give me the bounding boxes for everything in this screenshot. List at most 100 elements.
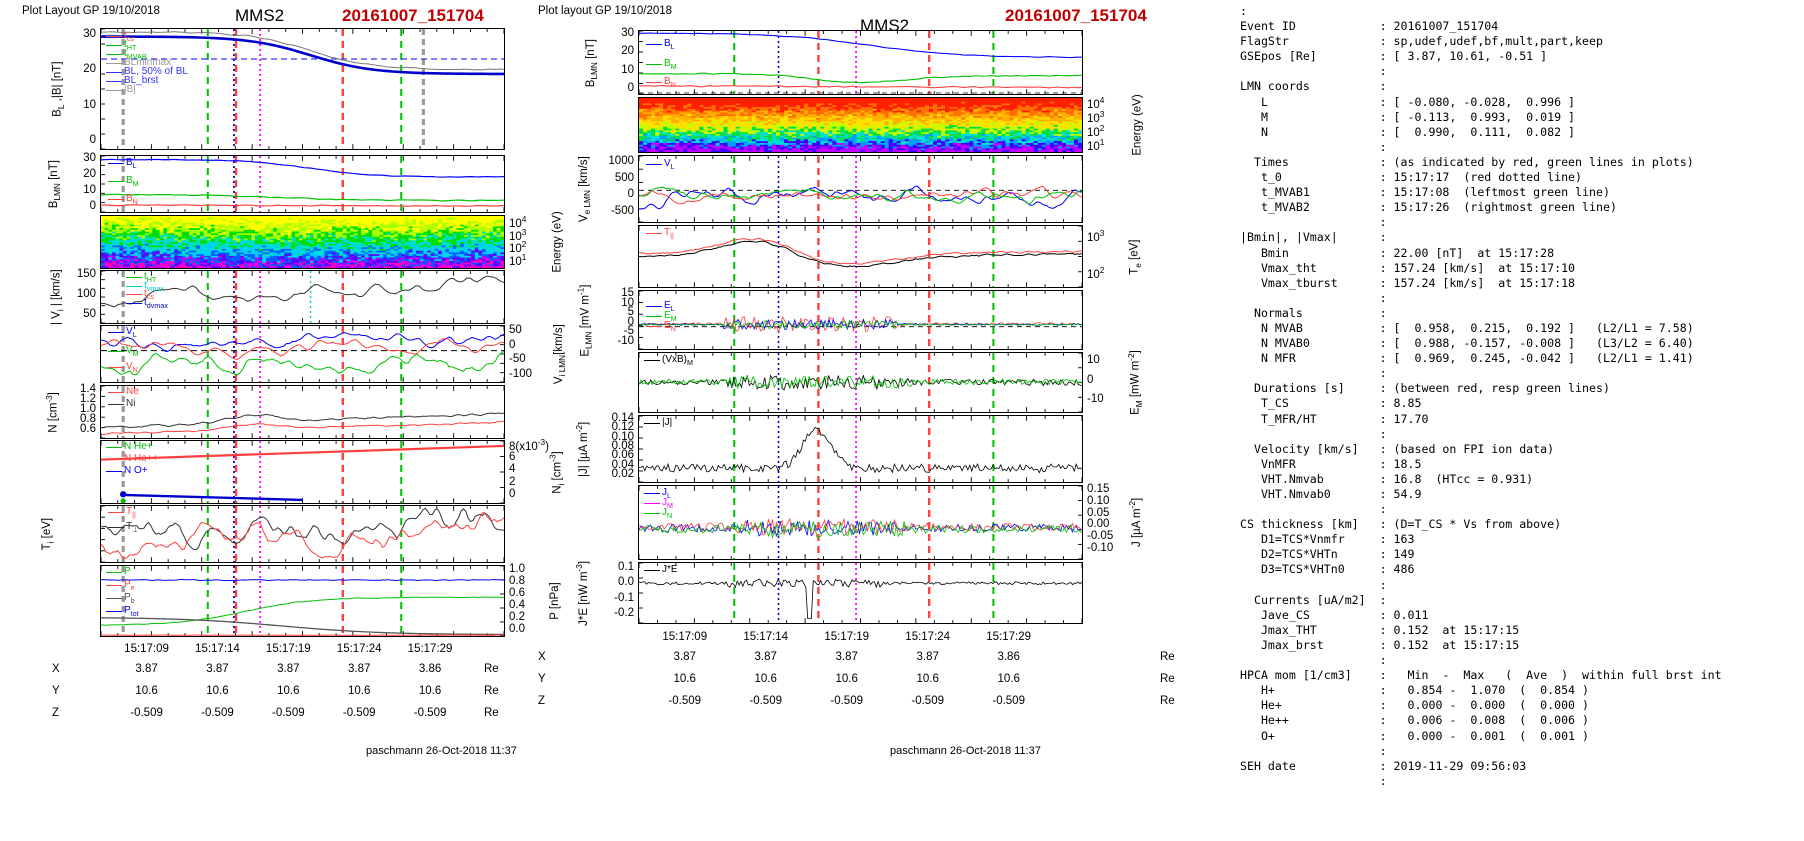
left-leg-blmn-bn: BN: [126, 193, 138, 206]
right-leg-bl-swatch: [646, 44, 662, 45]
left-leg-blmn-bl: BL: [126, 157, 137, 170]
right-coord-unit: Re: [1160, 673, 1175, 685]
right-coord-cell: 3.87: [673, 651, 696, 663]
left-xtick-4: 15:17:29: [407, 643, 453, 655]
left-ytick-vi-0: 150: [76, 268, 96, 280]
left-ytick-vi-1: 100: [76, 288, 96, 300]
right-ytick-elmn-4: -5: [623, 325, 634, 338]
right-coord-cell: -0.509: [749, 695, 782, 707]
left-coord-cell: -0.509: [342, 707, 376, 719]
right-leg-en-swatch: [646, 326, 662, 327]
right-ytick-blmn-2: 10: [621, 63, 634, 76]
left-plot-column: Plot Layout GP 19/10/2018 MMS2 20161007_…: [0, 0, 567, 841]
right-leg-bn-swatch: [646, 82, 662, 83]
left-legend-3-swatch: [106, 63, 122, 64]
right-ytick-elmn-5: -10: [617, 335, 634, 347]
left-ytick-bl-3: 0: [89, 134, 96, 146]
right-panel-electron-spectrogram: [638, 97, 1083, 153]
left-legend-6-swatch: [106, 90, 122, 91]
right-leg-em-swatch: [646, 316, 662, 317]
left-leg-p-3: Ptot: [124, 605, 139, 618]
right-ylabel-em: EM [mW m-2]: [1126, 350, 1144, 415]
report-line: N MFR : [ 0.969, 0.245, -0.042 ] (L2/L1 …: [1240, 351, 1694, 366]
right-ytick-energy-2: 102: [1087, 124, 1105, 139]
left-coord-cell: -0.509: [413, 707, 447, 719]
right-leg-jmag-swatch: [644, 423, 660, 424]
right-coord-unit: Re: [1160, 695, 1175, 707]
left-ytick-vi-2: 50: [83, 308, 96, 320]
left-ytick-n-2: 1.0: [80, 403, 96, 415]
left-ytick-vilmn-3: -100: [509, 368, 533, 380]
left-leg-blmn-bn-swatch: [108, 199, 124, 200]
left-ytick-ni-heavy-4: 0: [509, 488, 516, 500]
report-line: VHT.Nmvab0 : 54.9: [1240, 487, 1422, 501]
left-ytick-blmn-2: 10: [83, 184, 96, 196]
report-line: SEH date : 2019-11-29 09:56:03: [1240, 758, 1527, 773]
left-leg-vi-2-swatch: [126, 294, 142, 295]
left-leg-heavy-2: N O+: [124, 465, 148, 476]
right-coord-cell: 10.6: [997, 673, 1020, 685]
right-leg-jl-swatch: [644, 493, 660, 494]
right-leg-te-swatch: [646, 233, 662, 234]
right-ytick-jmag-3: 0.08: [611, 440, 634, 452]
left-panel-ti: [100, 505, 505, 563]
report-line: M : [ -0.113, 0.993, 0.019 ]: [1240, 109, 1576, 124]
right-leg-jn: JN: [662, 507, 673, 520]
left-leg-tperp-swatch: [108, 527, 124, 528]
right-leg-je: J*E: [662, 564, 678, 575]
report-line: Normals :: [1240, 305, 1387, 320]
left-xtick-2: 15:17:19: [265, 643, 311, 655]
left-coord-cell: 10.6: [347, 685, 371, 697]
right-coordinate-table: X 3.87 3.87 3.87 3.87 3.86 Re Y 10.6 10.6 10.6 10.6…: [530, 651, 1240, 721]
left-coord-cell: -0.509: [272, 707, 305, 719]
right-ytick-em-1: 0: [1087, 373, 1094, 386]
report-line: Currents [uA/m2] :: [1240, 592, 1387, 607]
report-line: Jmax_THT : 0.152 at 15:17:15: [1240, 622, 1520, 637]
right-coord-cell: 3.87: [754, 651, 777, 663]
left-ytick-blmn-1: 20: [83, 168, 96, 180]
right-coord-row-label: Z: [538, 695, 546, 707]
right-ytick-te-1: 102: [1087, 266, 1105, 281]
right-ytick-jlmn-5: -0.10: [1087, 542, 1114, 554]
left-leg-vn-swatch: [108, 367, 124, 368]
report-line: N MVAB0 : [ 0.988, -0.157, -0.008 ] (L3/…: [1240, 336, 1694, 351]
right-coord-cell: 10.6: [754, 673, 777, 685]
left-event-id: 20161007_151704: [342, 6, 484, 25]
report-line: Jave_CS : 0.011: [1240, 607, 1429, 622]
right-ytick-jlmn-0: 0.15: [1087, 483, 1110, 495]
right-leg-el: EL: [664, 300, 675, 313]
left-leg-p-0-swatch: [106, 572, 122, 573]
left-coord-cell: 3.87: [277, 663, 300, 675]
left-leg-ni: Ni: [126, 398, 136, 409]
left-ytick-ni-heavy-3: 2: [509, 475, 516, 488]
report-line: He++ : 0.006 - 0.008 ( 0.006 ): [1240, 713, 1590, 728]
left-ylabel-ti: Ti [eV]: [40, 517, 55, 551]
left-leg-vm: VM: [126, 345, 139, 358]
report-line: :: [1240, 653, 1387, 668]
right-leg-vel-swatch: [646, 164, 662, 165]
report-line: D1=TCS*Vnmfr : 163: [1240, 532, 1415, 547]
right-event-id: 20161007_151704: [1005, 6, 1147, 25]
right-coord-row-label: X: [538, 651, 546, 663]
report-line: :: [1240, 773, 1387, 788]
right-coord-cell: 3.87: [916, 651, 939, 663]
right-coord-unit: Re: [1160, 651, 1175, 663]
right-ytick-elmn-2: 5: [627, 306, 634, 319]
left-leg-heavy-0-swatch: [106, 447, 122, 448]
report-line: :: [1240, 743, 1387, 758]
right-ytick-energy-3: 101: [1087, 138, 1105, 153]
right-ytick-jlmn-3: 0.00: [1087, 518, 1110, 531]
right-ytick-velmn-3: -500: [610, 205, 634, 217]
right-coord-cell: 3.87: [835, 651, 858, 663]
left-xtick-3: 15:17:24: [336, 643, 382, 655]
left-leg-p-1-swatch: [106, 585, 122, 586]
left-panel-vi-mag: [100, 270, 505, 324]
left-spacecraft-title: MMS2: [235, 6, 285, 25]
left-leg-vi-0-swatch: [126, 277, 142, 278]
right-ytick-blmn-1: 20: [621, 45, 634, 58]
report-line: T_MFR/HT : 17.70: [1240, 411, 1429, 426]
report-line: t_0 : 15:17:17 (red dotted line): [1240, 170, 1583, 185]
left-legend-4: BL, 50% of BL: [124, 66, 188, 77]
report-line: Times : (as indicated by red, green line…: [1240, 154, 1694, 169]
